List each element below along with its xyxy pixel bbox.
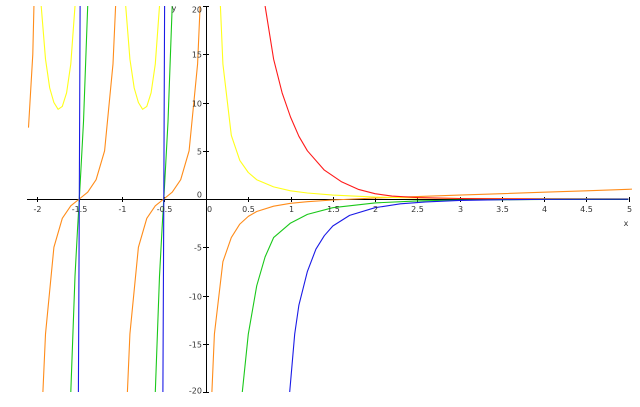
- x-tick-label: 2.5: [411, 205, 424, 214]
- y-tick-label: 10: [192, 100, 202, 109]
- x-tick-label: 1: [289, 205, 294, 214]
- y-tick-label: -15: [189, 341, 202, 350]
- x-axis-label: x: [624, 219, 629, 228]
- series-line: [40, 6, 76, 110]
- x-tick-label: 2: [373, 205, 378, 214]
- y-tick-label: -5: [194, 244, 202, 253]
- x-tick-label: 0: [207, 205, 212, 214]
- y-tick-label: -10: [189, 293, 202, 302]
- series-line: [289, 198, 629, 393]
- x-tick-label: -1: [119, 205, 127, 214]
- series-line: [219, 6, 629, 200]
- x-tick-label: -0.5: [157, 205, 173, 214]
- y-tick-label: 5: [197, 148, 202, 157]
- series-line: [241, 198, 629, 393]
- y-tick-label: 15: [192, 51, 202, 60]
- x-tick-label: 5: [627, 205, 632, 214]
- x-tick-label: 0.5: [242, 205, 255, 214]
- x-tick-label: 3.5: [496, 205, 509, 214]
- y-tick-label: 20: [192, 6, 202, 15]
- series-line: [27, 6, 35, 128]
- x-tick-label: 4.5: [580, 205, 593, 214]
- series-line: [264, 6, 629, 200]
- x-tick-label: -1.5: [72, 205, 88, 214]
- curves: [27, 6, 632, 393]
- series-line: [162, 6, 166, 393]
- series-line: [77, 6, 81, 393]
- x-tick-label: 4: [542, 205, 547, 214]
- series-2: [40, 6, 629, 200]
- series-1: [27, 6, 632, 393]
- series-line: [125, 6, 161, 110]
- series-line: [211, 188, 632, 393]
- series-3: [264, 6, 629, 200]
- y-axis-label: y: [172, 4, 177, 13]
- y-tick-label: 0: [197, 191, 202, 200]
- tick-labels: -2 -1.5 -1 -0.5 0 0.5 1 1.5 2 2.5 3 3.5 4 4.5 5 -20 -15 -…: [34, 4, 633, 396]
- x-tick-label: 3: [458, 205, 463, 214]
- x-tick-label: 1.5: [327, 205, 340, 214]
- series-5: [77, 6, 629, 393]
- x-tick-label: -2: [34, 205, 42, 214]
- y-tick-label: -20: [189, 387, 202, 396]
